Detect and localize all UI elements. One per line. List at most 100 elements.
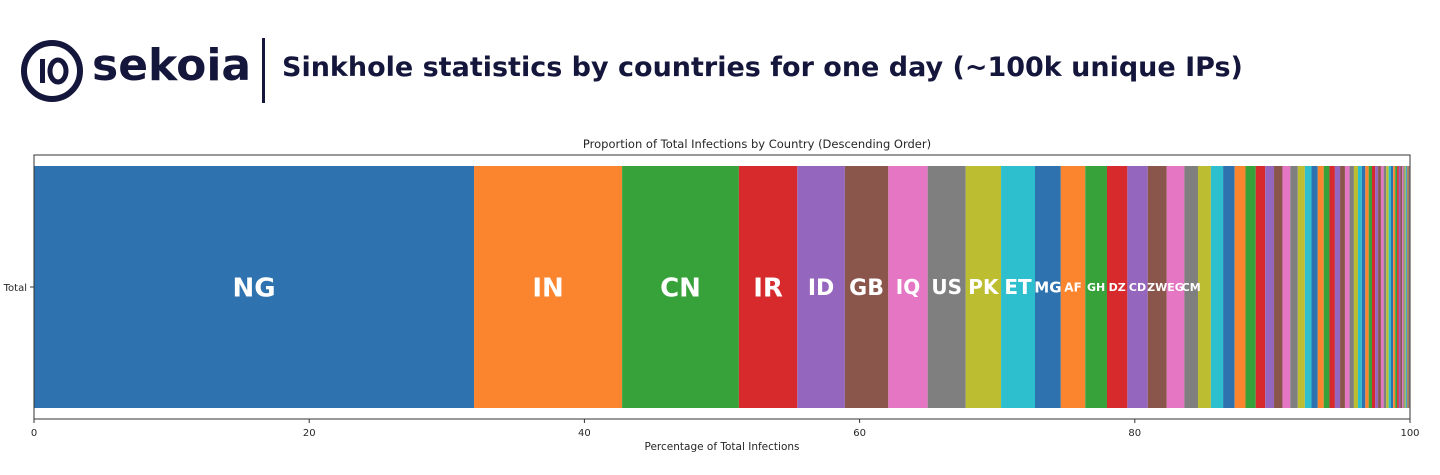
bar-segments <box>34 166 1410 408</box>
bar-segment-31 <box>1317 166 1324 408</box>
header: sekoia Sinkhole statistics by countries … <box>0 0 1440 120</box>
bar-segment-id <box>797 166 845 408</box>
bar-segment-52 <box>1395 166 1398 408</box>
sekoia-logo-icon <box>21 40 83 102</box>
bar-segment-45 <box>1378 166 1381 408</box>
bar-segment-af <box>1060 166 1086 408</box>
segment-label-cn: CN <box>660 273 701 303</box>
bar-segment-36 <box>1344 166 1350 408</box>
chart-title: Proportion of Total Infections by Countr… <box>583 137 931 151</box>
bar-segment-dz <box>1106 166 1128 408</box>
segment-label-cd: CD <box>1129 281 1146 294</box>
bar-segment-34 <box>1334 166 1341 408</box>
bar-segment-25 <box>1274 166 1283 408</box>
segment-label-af: AF <box>1064 280 1081 294</box>
bar-segment-iq <box>888 166 928 408</box>
segment-label-ir: IR <box>753 273 783 303</box>
bar-segment-53 <box>1397 166 1399 408</box>
bar-segment-47 <box>1383 166 1387 408</box>
segment-label-ng: NG <box>232 273 275 303</box>
bar-segment-22 <box>1245 166 1256 408</box>
segment-label-dz: DZ <box>1109 281 1126 294</box>
bar-segment-39 <box>1357 166 1362 408</box>
bar-segment-55 <box>1400 166 1402 408</box>
x-tick-label: 0 <box>31 428 37 439</box>
bar-segment-32 <box>1323 166 1330 408</box>
brand-name: sekoia <box>92 40 252 91</box>
bar-segment-43 <box>1371 166 1376 408</box>
bar-segment-49 <box>1388 166 1391 408</box>
bar-segment-33 <box>1329 166 1335 408</box>
bar-segment-18 <box>1197 166 1211 408</box>
bar-segment-48 <box>1386 166 1389 408</box>
bar-segment-ng <box>34 166 475 408</box>
bar-segment-40 <box>1361 166 1366 408</box>
x-axis-label: Percentage of Total Infections <box>645 441 800 453</box>
bar-segment-46 <box>1380 166 1384 408</box>
bar-segment-30 <box>1311 166 1318 408</box>
bar-segment-62 <box>1408 166 1409 408</box>
bar-segment-63 <box>1408 166 1410 408</box>
segment-label-mg: MG <box>1034 278 1061 296</box>
bar-segment-cd <box>1127 166 1148 408</box>
segment-label-zw: ZW <box>1147 281 1167 294</box>
bar-segment-eg <box>1166 166 1185 408</box>
bar-segment-35 <box>1340 166 1345 408</box>
bar-segment-54 <box>1398 166 1401 408</box>
x-tick-label: 100 <box>1400 428 1419 439</box>
x-tick-label: 40 <box>578 428 591 439</box>
bar-segment-61 <box>1407 166 1409 408</box>
segment-label-iq: IQ <box>896 275 920 299</box>
bar-segment-42 <box>1368 166 1372 408</box>
bar-segment-44 <box>1375 166 1379 408</box>
bar-segment-57 <box>1403 166 1405 408</box>
bar-segment-51 <box>1393 166 1396 408</box>
bar-segment-58 <box>1404 166 1406 408</box>
bar-segment-gb <box>844 166 889 408</box>
segment-label-gb: GB <box>849 276 884 301</box>
bar-segment-38 <box>1353 166 1358 408</box>
segment-label-pk: PK <box>968 275 1000 299</box>
logo-divider <box>262 38 265 103</box>
bar-segment-pk <box>965 166 1002 408</box>
bar-segment-gh <box>1085 166 1107 408</box>
segment-label-us: US <box>931 275 962 299</box>
bar-segment-60 <box>1406 166 1408 408</box>
bar-segment-56 <box>1401 166 1404 408</box>
bar-segment-29 <box>1304 166 1312 408</box>
bar-segment-27 <box>1290 166 1298 408</box>
bar-segment-cm <box>1184 166 1198 408</box>
segment-label-eg: EG <box>1167 281 1184 294</box>
bar-segment-cn <box>622 166 739 408</box>
bar-segment-28 <box>1297 166 1305 408</box>
bar-segment-24 <box>1265 166 1275 408</box>
bar-segment-mg <box>1035 166 1061 408</box>
bar-segment-ir <box>738 166 798 408</box>
x-tick-label: 60 <box>853 428 866 439</box>
bar-segment-19 <box>1210 166 1224 408</box>
bar-segment-us <box>927 166 966 408</box>
segment-label-gh: GH <box>1087 281 1105 294</box>
x-tick-label: 80 <box>1128 428 1141 439</box>
segment-label-et: ET <box>1004 275 1032 299</box>
bar-segment-in <box>474 166 623 408</box>
bar-segment-59 <box>1405 166 1407 408</box>
bar-segment-26 <box>1282 166 1291 408</box>
y-axis: Total <box>3 283 34 294</box>
page-title: Sinkhole statistics by countries for one… <box>282 52 1243 83</box>
bar-segment-20 <box>1223 166 1235 408</box>
bar-segment-37 <box>1349 166 1354 408</box>
x-axis: 0 20 40 60 80 100 <box>31 419 1420 439</box>
y-tick-label: Total <box>3 283 27 294</box>
segment-label-cm: CM <box>1182 281 1201 294</box>
bar-segment-23 <box>1255 166 1266 408</box>
segment-label-id: ID <box>808 276 834 301</box>
x-tick-label: 20 <box>303 428 316 439</box>
bar-segment-et <box>1001 166 1035 408</box>
bar-segment-zw <box>1147 166 1167 408</box>
bar-segment-41 <box>1365 166 1369 408</box>
segment-label-in: IN <box>532 273 563 303</box>
bar-segment-21 <box>1234 166 1246 408</box>
